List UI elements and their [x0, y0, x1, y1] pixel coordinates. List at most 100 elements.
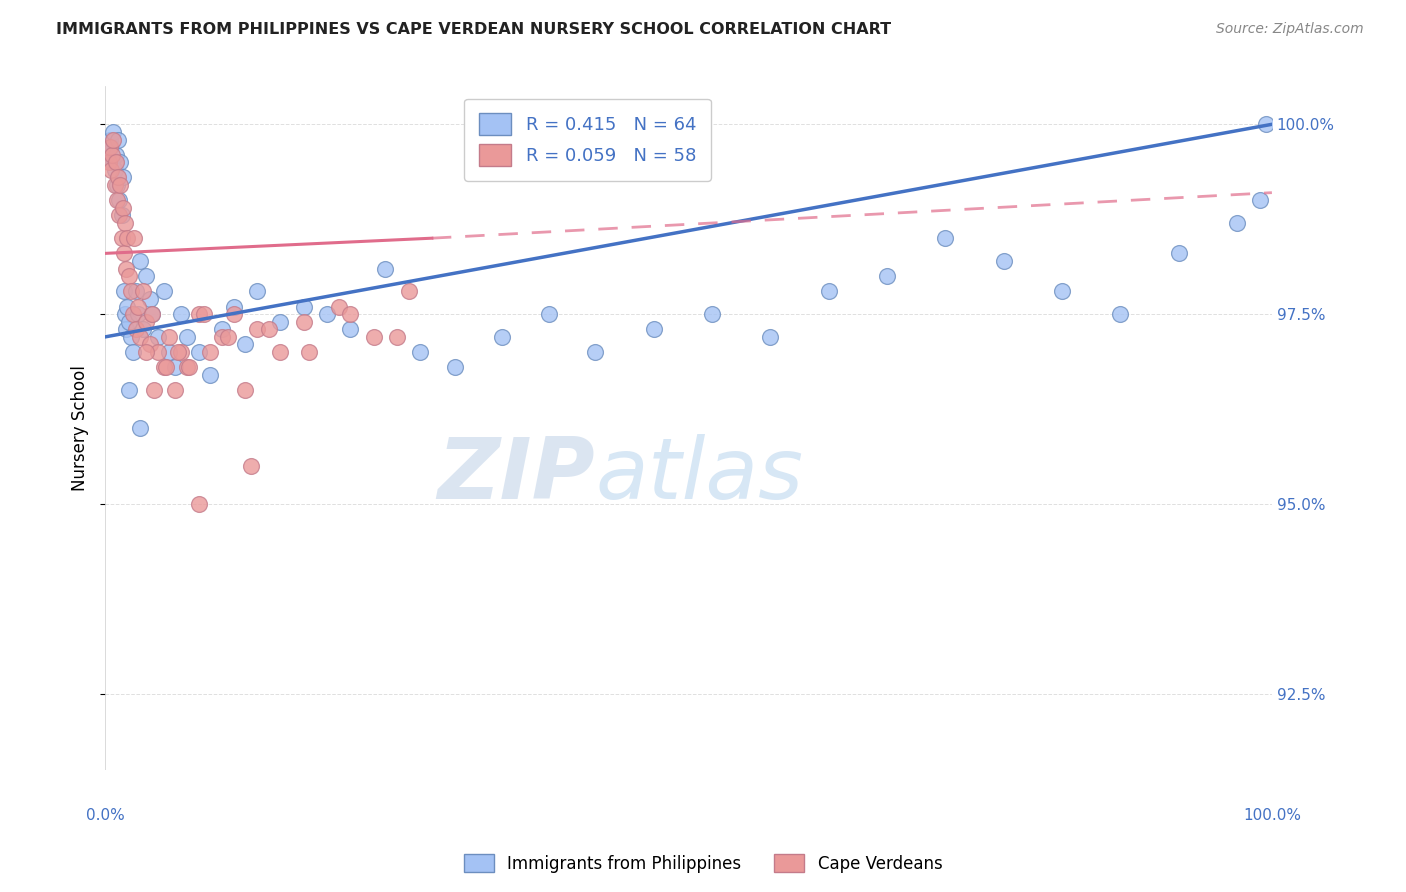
Point — [108, 193, 131, 207]
Point — [124, 285, 146, 299]
Point — [155, 360, 177, 375]
Point — [200, 345, 222, 359]
Point — [1249, 193, 1271, 207]
Point — [100, 162, 122, 177]
Point — [409, 345, 432, 359]
Point — [114, 216, 136, 230]
Point — [187, 345, 209, 359]
Point — [127, 300, 149, 314]
Point — [240, 458, 263, 473]
Y-axis label: Nursery School: Nursery School — [72, 365, 89, 491]
Point — [114, 307, 136, 321]
Point — [107, 132, 129, 146]
Point — [110, 231, 132, 245]
Point — [115, 322, 138, 336]
Point — [157, 345, 180, 359]
Point — [176, 330, 198, 344]
Point — [110, 155, 132, 169]
Point — [1226, 216, 1249, 230]
Point — [374, 261, 396, 276]
Point — [222, 300, 245, 314]
Point — [103, 125, 125, 139]
Point — [103, 132, 125, 146]
Point — [131, 322, 153, 336]
Point — [179, 360, 201, 375]
Point — [398, 285, 420, 299]
Point — [170, 307, 193, 321]
Text: IMMIGRANTS FROM PHILIPPINES VS CAPE VERDEAN NURSERY SCHOOL CORRELATION CHART: IMMIGRANTS FROM PHILIPPINES VS CAPE VERD… — [56, 22, 891, 37]
Text: 100.0%: 100.0% — [1243, 808, 1301, 823]
Point — [138, 292, 160, 306]
Point — [444, 360, 467, 375]
Point — [100, 140, 122, 154]
Point — [246, 322, 269, 336]
Point — [127, 307, 149, 321]
Point — [298, 345, 321, 359]
Point — [112, 285, 135, 299]
Point — [257, 322, 280, 336]
Point — [339, 307, 361, 321]
Point — [1254, 117, 1277, 131]
Text: atlas: atlas — [595, 434, 803, 517]
Point — [117, 231, 139, 245]
Point — [934, 231, 956, 245]
Point — [129, 330, 152, 344]
Point — [233, 383, 256, 397]
Point — [122, 307, 145, 321]
Point — [104, 147, 127, 161]
Point — [157, 330, 180, 344]
Point — [170, 345, 193, 359]
Point — [115, 261, 138, 276]
Point — [491, 330, 513, 344]
Point — [211, 330, 233, 344]
Point — [98, 140, 121, 154]
Point — [269, 345, 291, 359]
Point — [111, 201, 134, 215]
Point — [222, 307, 245, 321]
Point — [165, 360, 187, 375]
Legend: Immigrants from Philippines, Cape Verdeans: Immigrants from Philippines, Cape Verdea… — [457, 847, 949, 880]
Point — [129, 254, 152, 268]
Point — [135, 315, 157, 329]
Point — [211, 322, 233, 336]
Point — [200, 368, 222, 382]
Point — [292, 300, 315, 314]
Text: Source: ZipAtlas.com: Source: ZipAtlas.com — [1216, 22, 1364, 37]
Point — [876, 269, 898, 284]
Point — [193, 307, 215, 321]
Point — [759, 330, 782, 344]
Legend: R = 0.415   N = 64, R = 0.059   N = 58: R = 0.415 N = 64, R = 0.059 N = 58 — [464, 99, 710, 181]
Point — [817, 285, 839, 299]
Point — [143, 383, 166, 397]
Point — [122, 345, 145, 359]
Point — [105, 178, 128, 192]
Point — [1109, 307, 1132, 321]
Point — [135, 269, 157, 284]
Point — [141, 307, 163, 321]
Point — [246, 285, 269, 299]
Point — [537, 307, 560, 321]
Point — [104, 155, 127, 169]
Point — [187, 497, 209, 511]
Point — [269, 315, 291, 329]
Point — [993, 254, 1015, 268]
Point — [152, 360, 174, 375]
Point — [217, 330, 239, 344]
Point — [292, 315, 315, 329]
Point — [233, 337, 256, 351]
Point — [105, 193, 128, 207]
Point — [117, 315, 139, 329]
Point — [101, 155, 124, 169]
Point — [328, 300, 350, 314]
Point — [112, 246, 135, 260]
Point — [643, 322, 665, 336]
Point — [117, 300, 139, 314]
Point — [385, 330, 408, 344]
Point — [97, 147, 120, 161]
Point — [98, 132, 121, 146]
Point — [152, 285, 174, 299]
Point — [117, 269, 139, 284]
Point — [120, 285, 142, 299]
Point — [187, 307, 209, 321]
Point — [363, 330, 385, 344]
